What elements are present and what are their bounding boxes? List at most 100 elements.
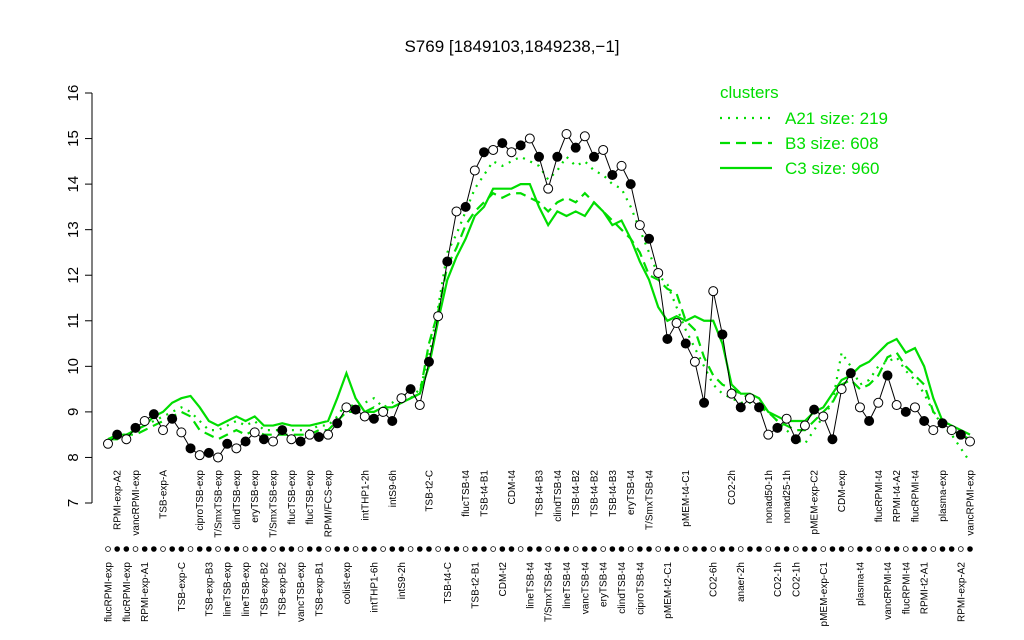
data-point [726,388,737,399]
member-dot [517,546,524,552]
member-dot [499,546,506,552]
member-dot [710,546,717,552]
data-point [460,201,471,212]
data-point [249,427,260,438]
data-point [634,220,645,231]
data-point [735,402,746,413]
legend-label: B3 size: 608 [785,134,879,153]
x-tick-label: pMEM-exp-C2 [810,470,821,535]
data-point [414,400,425,411]
member-dot [554,546,561,552]
member-dot [682,546,689,552]
data-point [258,434,269,445]
member-dot [958,546,964,552]
data-point [423,356,434,367]
data-point [167,413,178,424]
data-point [497,138,508,149]
member-dot [105,546,111,552]
data-point [396,393,407,404]
data-point [809,404,820,415]
member-dot [416,546,423,552]
data-point [469,165,480,176]
data-point [937,418,948,429]
x-tick-label: TSB-exp-B3 [204,562,215,617]
legend-title: clusters [720,83,779,102]
member-dot [967,546,973,552]
x-tick-label: clindTSB-t4 [617,562,628,614]
data-point [955,429,966,440]
member-dot [563,546,570,552]
data-point [579,131,590,142]
member-dot [398,546,405,552]
member-dot [930,546,937,552]
data-point [662,334,673,344]
member-dot [728,546,735,552]
data-line [107,132,971,459]
data-point [112,429,123,440]
member-dot [600,546,606,552]
data-point [909,402,920,413]
member-dot [169,546,175,552]
member-dot [948,546,955,552]
member-dot [334,546,341,552]
x-tick-label: RPMI-t2-A1 [920,562,931,615]
member-dot [316,546,322,552]
member-dot [820,546,827,552]
member-dot [829,546,836,552]
member-dot [802,546,808,552]
data-point [790,434,801,445]
x-tick-label: RPMI-exp-A2 [956,562,967,622]
member-dot [747,546,753,552]
x-tick-label: RPMI/FCS-exp [324,470,335,538]
member-dot [462,546,469,552]
data-point [671,318,682,329]
member-dot [151,546,157,552]
data-point [799,420,810,431]
member-dot [270,546,276,552]
member-dot [893,546,900,552]
member-dot [737,546,744,552]
x-tick-label: vancRPMI-exp [966,470,977,536]
data-point [552,151,563,162]
data-point [836,384,847,395]
data-point [222,438,233,449]
member-dot [114,546,120,552]
x-tick-label: anaer-2h [736,562,747,602]
x-tick-label: intS9-2h [397,562,408,599]
x-tick-label: T/SmxTSB-exp [214,470,225,538]
data-point [387,416,398,426]
data-point [607,170,618,180]
member-dot [536,546,542,552]
data-point [277,425,288,436]
data-point [103,438,113,449]
data-point [561,129,572,139]
x-tick-label: TSB-exp-C [177,562,188,611]
data-point [332,418,343,429]
x-tick-label: eryTSB-t4 [599,562,610,607]
x-tick-label: T/SmxTSB-t4 [544,562,555,622]
member-dot [701,546,707,552]
y-tick-label: 13 [65,221,82,238]
data-point [919,416,930,426]
member-dot [618,546,625,552]
member-dot [490,546,496,552]
legend-label: C3 size: 960 [785,159,880,178]
member-dot [472,546,478,552]
x-tick-label: flucRPMI-exp [104,562,115,622]
data-point [268,436,279,447]
member-dot [545,546,551,552]
x-tick-label: vancTSB-t4 [580,562,591,615]
data-point [185,443,196,454]
data-point [763,429,774,440]
data-point [772,422,783,433]
y-tick-label: 14 [65,176,82,193]
member-dot [325,546,331,552]
y-tick-label: 12 [65,267,82,284]
data-point [121,434,132,445]
x-tick-label: plasma-exp [938,470,949,522]
data-point [754,402,765,413]
x-tick-label: flucRPMI-t4 [874,470,885,523]
y-tick-label: 8 [65,453,82,461]
member-dot [160,546,166,552]
data-point [854,402,865,413]
